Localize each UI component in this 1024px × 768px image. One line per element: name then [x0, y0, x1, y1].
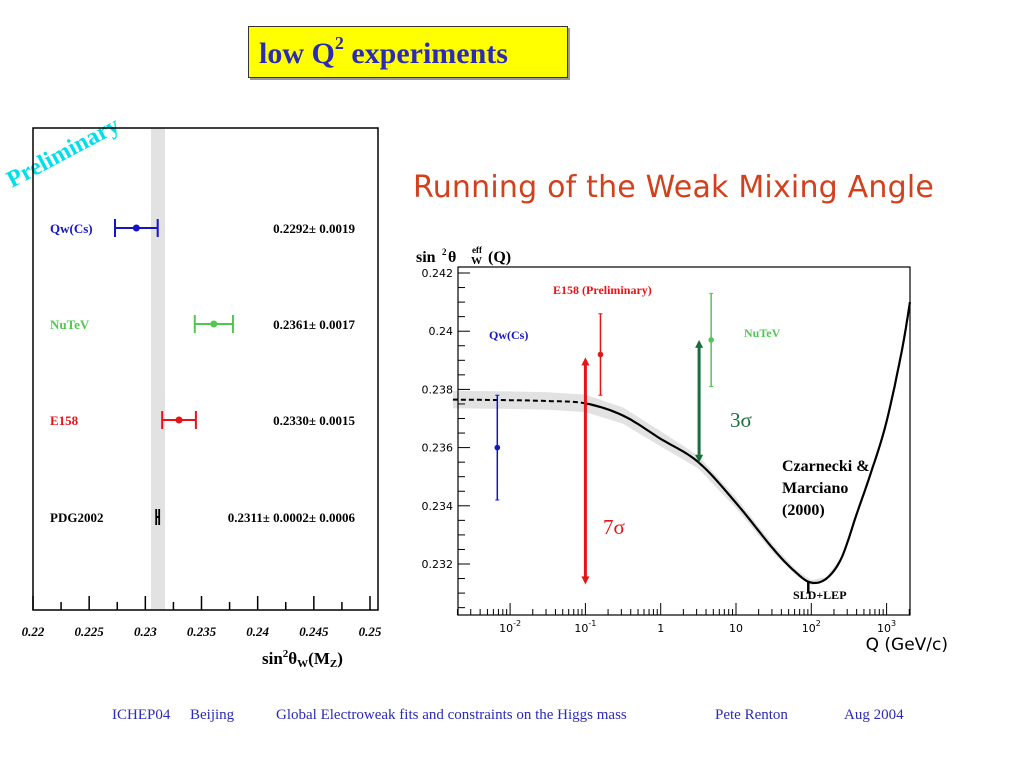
x-tick-label: 0.235 [187, 624, 217, 639]
sigma3-label: 3σ [730, 408, 752, 432]
y-axis-title: sin 2 θ eff W (Q) [416, 245, 511, 267]
x-axis-title: Q (GeV/c) [866, 635, 948, 655]
data-point [175, 416, 183, 424]
title-prefix: low Q [259, 37, 335, 70]
title-suffix: experiments [343, 37, 508, 70]
series-label: E158 [50, 413, 79, 428]
footer-talk-title: Global Electroweak fits and constraints … [276, 707, 627, 723]
x-tick-label: 102 [802, 619, 821, 635]
series-label: Qw(Cs) [50, 221, 93, 236]
sigma-arrow-head-up [581, 357, 590, 366]
e158-label: E158 (Preliminary) [553, 283, 652, 297]
x-axis-title: sin2θW(MZ) [262, 648, 343, 670]
x-tick-label: 0.245 [299, 624, 329, 639]
series-label: NuTeV [50, 317, 90, 332]
reference-band [150, 128, 165, 610]
slide-title-box: low Q2 experiments [248, 26, 568, 78]
qw-label: Qw(Cs) [489, 328, 528, 342]
footer-location: Beijing [190, 707, 235, 723]
data-point [708, 337, 714, 343]
sigma7-label: 7σ [603, 515, 625, 539]
slide-title: low Q2 experiments [259, 33, 508, 71]
x-tick-label: 0.23 [134, 624, 157, 639]
data-point [597, 351, 604, 358]
value-label: 0.2292± 0.0019 [273, 221, 355, 236]
y-tick-label: 0.238 [422, 383, 454, 396]
value-label: 0.2361± 0.0017 [273, 317, 355, 332]
x-tick-label: 1 [657, 622, 664, 635]
slide-subtitle: Running of the Weak Mixing Angle [413, 170, 935, 205]
nutev-label: NuTeV [744, 326, 781, 340]
data-point [132, 224, 140, 232]
plot-frame [32, 127, 379, 611]
sld-lep-label: SLD+LEP [793, 588, 847, 602]
x-tick-label: 10 [729, 622, 743, 635]
y-tick-label: 0.234 [422, 500, 454, 513]
y-tick-label: 0.242 [422, 267, 454, 280]
theory-label-line3: (2000) [782, 502, 825, 519]
y-tick-label: 0.236 [422, 442, 454, 455]
theory-label-line2: Marciano [782, 480, 848, 497]
svg-text:θ: θ [448, 249, 456, 266]
data-point [210, 320, 218, 328]
svg-text:2: 2 [442, 247, 447, 257]
x-tick-label: 0.225 [75, 624, 105, 639]
sigma-arrow-head-down [695, 454, 704, 463]
plot-frame [457, 266, 911, 616]
x-tick-label: 103 [877, 619, 896, 635]
footer-author: Pete Renton [715, 707, 788, 723]
theory-label-line1: Czarnecki & [782, 458, 870, 475]
x-tick-label: 10-2 [499, 619, 521, 635]
y-tick-label: 0.24 [429, 325, 454, 338]
footer-conference: ICHEP04 [112, 707, 171, 723]
theory-uncertainty-band [452, 301, 910, 585]
x-tick-label: 0.22 [22, 624, 45, 639]
y-tick-label: 0.232 [422, 558, 454, 571]
title-superscript: 2 [334, 33, 344, 53]
x-tick-label: 0.25 [359, 624, 382, 639]
footer-date: Aug 2004 [844, 707, 904, 723]
value-label: 0.2330± 0.0015 [273, 413, 355, 428]
svg-text:eff: eff [472, 245, 483, 255]
sigma-arrow-head-down [581, 576, 590, 585]
series-label: PDG2002 [50, 510, 103, 525]
x-tick-label: 0.24 [246, 624, 269, 639]
value-label: 0.2311± 0.0002± 0.0006 [228, 510, 356, 525]
svg-text:(Q): (Q) [488, 249, 511, 266]
svg-text:W: W [471, 255, 482, 267]
theory-curve [585, 301, 911, 585]
sigma-arrow-head-up [695, 339, 704, 348]
svg-text:sin: sin [416, 249, 436, 266]
x-tick-label: 10-1 [574, 619, 596, 635]
theory-curve-dashed [452, 398, 586, 405]
slide-footer: ICHEP04 Beijing Global Electroweak fits … [0, 707, 1024, 729]
data-point [494, 444, 501, 451]
